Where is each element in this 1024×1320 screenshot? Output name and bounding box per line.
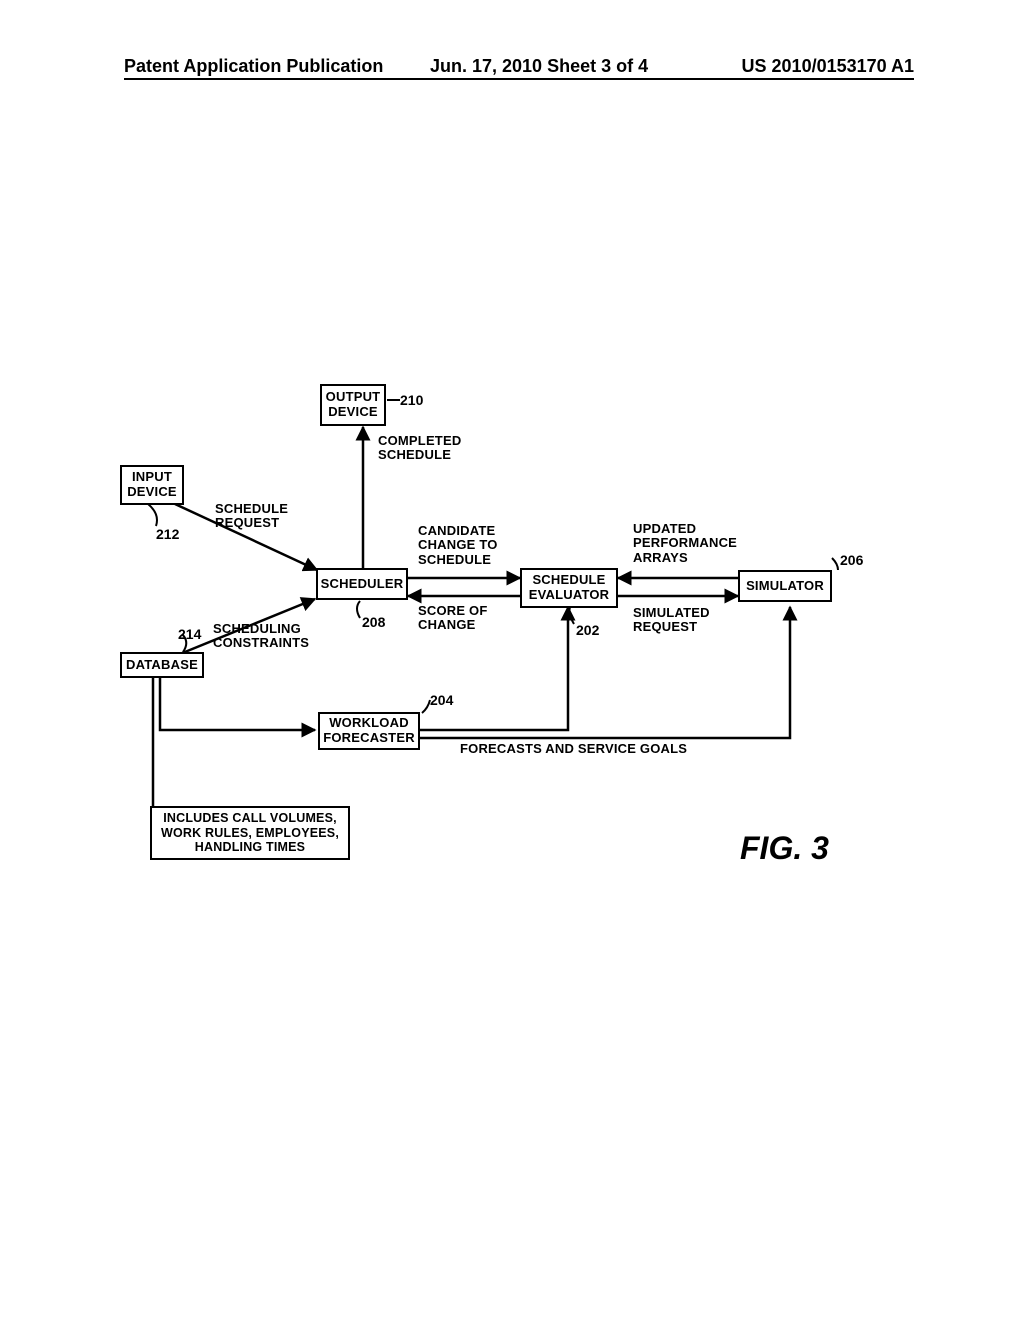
label-simulated-request: SIMULATEDREQUEST: [633, 606, 710, 635]
label-scheduling-constraints: SCHEDULINGCONSTRAINTS: [213, 622, 309, 651]
label-score-of-change: SCORE OFCHANGE: [418, 604, 488, 633]
output-device-box: OUTPUTDEVICE: [320, 384, 386, 426]
simulator-box: SIMULATOR: [738, 570, 832, 602]
ref-206: 206: [840, 552, 863, 568]
label-schedule-request: SCHEDULEREQUEST: [215, 502, 288, 531]
figure-label: FIG. 3: [740, 830, 829, 867]
database-note-box: INCLUDES CALL VOLUMES,WORK RULES, EMPLOY…: [150, 806, 350, 860]
ref-212: 212: [156, 526, 179, 542]
workload-forecaster-box: WORKLOADFORECASTER: [318, 712, 420, 750]
input-device-box: INPUTDEVICE: [120, 465, 184, 505]
ref-210: 210: [400, 392, 423, 408]
ref-202: 202: [576, 622, 599, 638]
ref-214: 214: [178, 626, 201, 642]
figure-diagram: OUTPUTDEVICE INPUTDEVICE SCHEDULER SCHED…: [120, 380, 910, 900]
header-right: US 2010/0153170 A1: [742, 56, 914, 77]
header-left: Patent Application Publication: [124, 56, 383, 77]
header-center: Jun. 17, 2010 Sheet 3 of 4: [430, 56, 648, 77]
ref-208: 208: [362, 614, 385, 630]
label-completed-schedule: COMPLETEDSCHEDULE: [378, 434, 461, 463]
database-box: DATABASE: [120, 652, 204, 678]
page-header: Patent Application Publication Jun. 17, …: [0, 78, 1024, 80]
label-updated-arrays: UPDATEDPERFORMANCEARRAYS: [633, 522, 737, 565]
header-rule: [124, 78, 914, 80]
scheduler-box: SCHEDULER: [316, 568, 408, 600]
schedule-evaluator-box: SCHEDULEEVALUATOR: [520, 568, 618, 608]
ref-204: 204: [430, 692, 453, 708]
label-candidate-change: CANDIDATECHANGE TOSCHEDULE: [418, 524, 498, 567]
label-forecasts-goals: FORECASTS AND SERVICE GOALS: [460, 742, 687, 756]
